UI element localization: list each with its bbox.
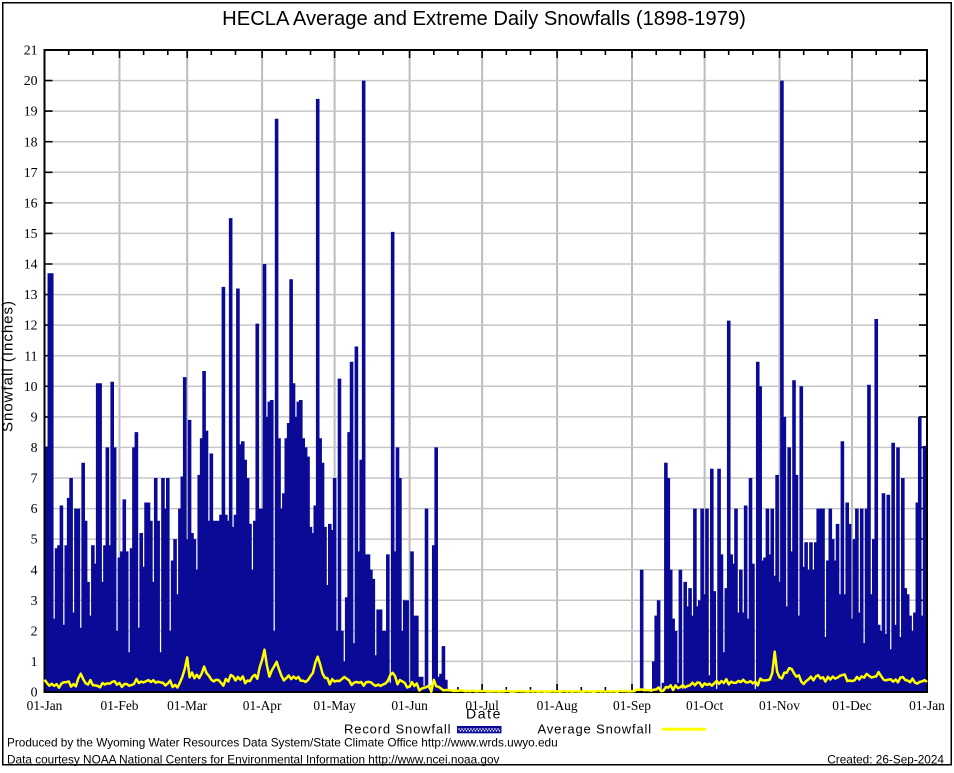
svg-text:7: 7 bbox=[31, 471, 38, 486]
svg-text:01-Aug: 01-Aug bbox=[537, 698, 578, 713]
svg-text:01-Jul: 01-Jul bbox=[465, 698, 499, 713]
svg-text:Record Snowfall: Record Snowfall bbox=[344, 721, 451, 736]
svg-text:5: 5 bbox=[31, 532, 38, 547]
svg-text:14: 14 bbox=[24, 257, 38, 272]
svg-text:18: 18 bbox=[24, 134, 38, 149]
svg-text:8: 8 bbox=[31, 440, 38, 455]
svg-text:1: 1 bbox=[31, 654, 38, 669]
svg-text:20: 20 bbox=[24, 73, 38, 88]
svg-text:01-Oct: 01-Oct bbox=[686, 698, 723, 713]
svg-text:Date: Date bbox=[466, 706, 502, 722]
svg-text:Snowfall (Inches): Snowfall (Inches) bbox=[0, 300, 17, 432]
svg-text:01-Feb: 01-Feb bbox=[101, 698, 139, 713]
svg-text:4: 4 bbox=[31, 562, 38, 577]
svg-text:6: 6 bbox=[31, 501, 38, 516]
svg-text:HECLA Average and Extreme Dail: HECLA Average and Extreme Daily Snowfall… bbox=[222, 8, 746, 30]
svg-text:13: 13 bbox=[24, 287, 38, 302]
svg-text:Data courtesy NOAA National Ce: Data courtesy NOAA National Centers for … bbox=[7, 752, 500, 766]
svg-text:11: 11 bbox=[24, 348, 37, 363]
svg-text:19: 19 bbox=[24, 104, 38, 119]
svg-text:01-Apr: 01-Apr bbox=[243, 698, 282, 713]
svg-text:Created: 26-Sep-2024: Created: 26-Sep-2024 bbox=[827, 752, 944, 766]
svg-text:Average Snowfall: Average Snowfall bbox=[538, 721, 653, 736]
svg-text:01-Jan: 01-Jan bbox=[909, 698, 945, 713]
svg-text:01-Jun: 01-Jun bbox=[391, 698, 428, 713]
svg-text:17: 17 bbox=[24, 165, 38, 180]
svg-text:15: 15 bbox=[24, 226, 38, 241]
svg-text:01-Mar: 01-Mar bbox=[167, 698, 208, 713]
svg-text:01-May: 01-May bbox=[313, 698, 356, 713]
svg-text:12: 12 bbox=[24, 318, 38, 333]
svg-text:2: 2 bbox=[31, 624, 38, 639]
svg-text:01-Dec: 01-Dec bbox=[832, 698, 871, 713]
svg-text:9: 9 bbox=[31, 410, 38, 425]
svg-text:0: 0 bbox=[31, 685, 38, 700]
svg-text:01-Nov: 01-Nov bbox=[759, 698, 800, 713]
svg-text:21: 21 bbox=[24, 43, 38, 58]
svg-text:10: 10 bbox=[24, 379, 38, 394]
svg-text:16: 16 bbox=[24, 196, 38, 211]
svg-text:Produced by the Wyoming Water: Produced by the Wyoming Water Resources … bbox=[7, 736, 558, 750]
svg-text:3: 3 bbox=[31, 593, 38, 608]
svg-text:01-Jan: 01-Jan bbox=[27, 698, 63, 713]
svg-text:01-Sep: 01-Sep bbox=[613, 698, 651, 713]
